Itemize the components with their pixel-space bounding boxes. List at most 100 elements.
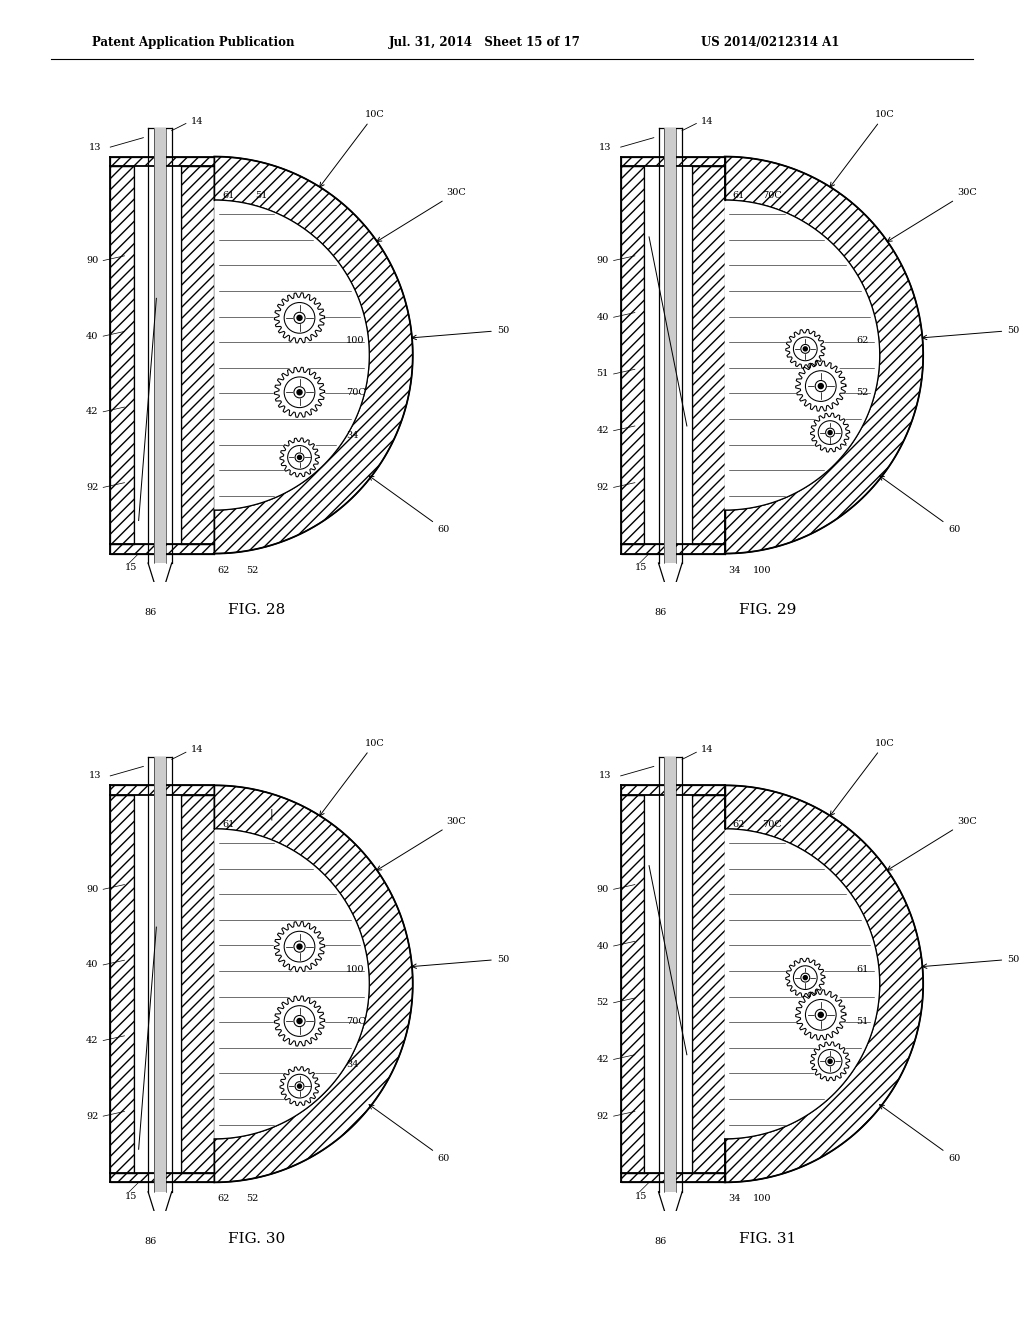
- Text: 90: 90: [86, 884, 98, 894]
- Text: 42: 42: [86, 408, 98, 416]
- Text: 40: 40: [86, 331, 98, 341]
- Text: 42: 42: [596, 1055, 609, 1064]
- Circle shape: [815, 380, 826, 392]
- Polygon shape: [644, 166, 691, 544]
- Circle shape: [806, 371, 837, 401]
- Text: 70C: 70C: [762, 820, 781, 829]
- Polygon shape: [154, 756, 166, 1192]
- Text: 14: 14: [190, 746, 203, 755]
- Circle shape: [280, 1067, 319, 1106]
- Circle shape: [285, 1006, 314, 1036]
- Circle shape: [274, 921, 325, 972]
- Text: 52: 52: [246, 1195, 258, 1204]
- Text: 62: 62: [217, 565, 230, 574]
- Text: 30C: 30C: [377, 817, 466, 870]
- Text: 10C: 10C: [319, 739, 384, 816]
- Text: 60: 60: [880, 1105, 961, 1163]
- Circle shape: [294, 313, 305, 323]
- Text: 34: 34: [346, 1060, 358, 1069]
- Circle shape: [803, 347, 807, 351]
- Circle shape: [818, 1049, 842, 1073]
- Text: 60: 60: [369, 477, 450, 535]
- Circle shape: [285, 378, 314, 408]
- Circle shape: [297, 944, 302, 949]
- Text: FIG. 30: FIG. 30: [228, 1232, 286, 1246]
- Text: Jul. 31, 2014   Sheet 15 of 17: Jul. 31, 2014 Sheet 15 of 17: [389, 36, 581, 49]
- Polygon shape: [214, 201, 370, 510]
- Circle shape: [297, 315, 302, 321]
- Circle shape: [801, 973, 810, 982]
- Circle shape: [825, 428, 835, 437]
- Text: 61: 61: [856, 965, 868, 974]
- Circle shape: [297, 389, 302, 395]
- Polygon shape: [644, 795, 691, 1173]
- Text: 70C: 70C: [762, 191, 781, 199]
- Circle shape: [288, 446, 311, 469]
- Text: 90: 90: [597, 256, 609, 265]
- Text: 34: 34: [728, 565, 740, 574]
- Circle shape: [828, 1060, 833, 1064]
- Circle shape: [801, 345, 810, 354]
- Text: 92: 92: [597, 483, 609, 492]
- Polygon shape: [134, 795, 181, 1173]
- Circle shape: [785, 330, 824, 368]
- Text: 62: 62: [732, 820, 745, 829]
- Circle shape: [298, 1084, 301, 1088]
- Circle shape: [294, 387, 305, 397]
- Text: 60: 60: [369, 1105, 450, 1163]
- Circle shape: [280, 438, 319, 477]
- Text: 92: 92: [86, 483, 98, 492]
- Circle shape: [803, 975, 807, 979]
- Text: 62: 62: [217, 1195, 230, 1204]
- Circle shape: [794, 966, 817, 990]
- Circle shape: [796, 360, 846, 412]
- Text: 52: 52: [856, 388, 868, 397]
- Circle shape: [295, 453, 304, 462]
- Text: FIG. 31: FIG. 31: [738, 1232, 796, 1246]
- Text: 10C: 10C: [319, 110, 384, 187]
- Text: 13: 13: [599, 771, 611, 780]
- Text: 15: 15: [635, 1192, 647, 1201]
- Text: 100: 100: [346, 337, 365, 346]
- Circle shape: [796, 990, 846, 1040]
- Text: 86: 86: [144, 609, 157, 618]
- Circle shape: [785, 958, 824, 997]
- Text: 100: 100: [754, 565, 772, 574]
- Circle shape: [818, 421, 842, 445]
- Circle shape: [294, 941, 305, 952]
- Text: 15: 15: [125, 1192, 137, 1201]
- Text: 51: 51: [856, 1018, 868, 1026]
- Circle shape: [274, 293, 325, 343]
- Polygon shape: [665, 128, 676, 564]
- Polygon shape: [725, 201, 880, 510]
- Text: 61: 61: [222, 820, 234, 829]
- Text: 70C: 70C: [346, 1018, 366, 1026]
- Text: 51: 51: [255, 191, 267, 199]
- Circle shape: [811, 1041, 850, 1081]
- Text: 86: 86: [654, 609, 667, 618]
- Circle shape: [297, 1019, 302, 1023]
- Text: 13: 13: [88, 771, 100, 780]
- Circle shape: [288, 1074, 311, 1098]
- Circle shape: [298, 455, 301, 459]
- Text: 40: 40: [597, 313, 609, 322]
- Text: 90: 90: [86, 256, 98, 265]
- Circle shape: [285, 302, 314, 333]
- Text: Patent Application Publication: Patent Application Publication: [92, 36, 295, 49]
- Text: 86: 86: [144, 1237, 157, 1246]
- Text: 34: 34: [346, 430, 358, 440]
- Polygon shape: [154, 128, 166, 564]
- Text: 100: 100: [754, 1195, 772, 1204]
- Text: US 2014/0212314 A1: US 2014/0212314 A1: [701, 36, 840, 49]
- Text: 30C: 30C: [888, 187, 977, 242]
- Text: 42: 42: [596, 426, 609, 436]
- Polygon shape: [134, 166, 181, 544]
- Circle shape: [815, 1010, 826, 1020]
- Text: FIG. 29: FIG. 29: [738, 603, 796, 618]
- Text: 14: 14: [190, 116, 203, 125]
- Text: 52: 52: [246, 565, 258, 574]
- Text: 40: 40: [597, 941, 609, 950]
- Text: 30C: 30C: [888, 817, 977, 870]
- Text: 86: 86: [654, 1237, 667, 1246]
- Text: 52: 52: [597, 998, 609, 1007]
